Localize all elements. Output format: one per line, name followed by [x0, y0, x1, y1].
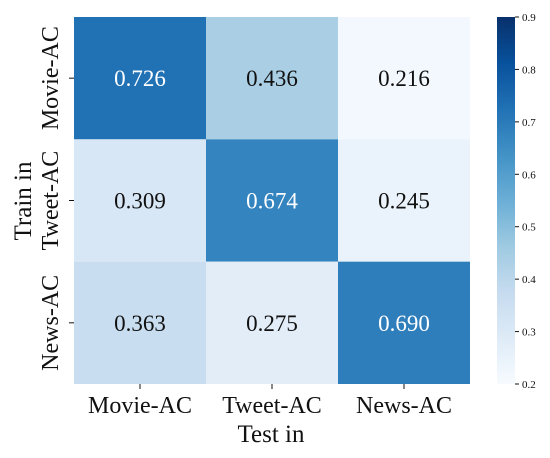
cell-value-news-ac-tweet-ac: 0.275	[246, 311, 298, 336]
heatmap-cell-news-ac-news-ac	[338, 261, 470, 384]
cell-value-tweet-ac-tweet-ac: 0.674	[246, 189, 298, 214]
heatmap-cell-movie-ac-tweet-ac	[206, 17, 338, 140]
colorbar-tick-label-0-7: 0.7	[522, 117, 536, 129]
colorbar-tick-label-0-4: 0.4	[522, 274, 536, 286]
colorbar-tick-label-0-2: 0.2	[522, 379, 536, 391]
x-tick-label-movie-ac: Movie-AC	[88, 393, 192, 419]
heatmap-cell-news-ac-movie-ac	[74, 261, 206, 384]
cell-value-news-ac-movie-ac: 0.363	[114, 311, 166, 336]
heatmap-cell-movie-ac-movie-ac	[74, 17, 206, 140]
y-tick-label-news-ac: News-AC	[38, 275, 64, 371]
heatmap-cell-tweet-ac-news-ac	[338, 139, 470, 262]
cell-value-movie-ac-tweet-ac: 0.436	[246, 66, 298, 91]
colorbar: 0.2 0.3 0.4 0.5 0.6 0.7 0.8 0.9	[497, 12, 536, 391]
colorbar-tick-label-0-8: 0.8	[522, 64, 536, 76]
colorbar-tick-label-0-9: 0.9	[522, 12, 536, 24]
heatmap-cell-tweet-ac-movie-ac	[74, 139, 206, 262]
heatmap-cell-movie-ac-news-ac	[338, 17, 470, 140]
cell-value-tweet-ac-news-ac: 0.245	[378, 189, 430, 214]
heatmap-cell-labels: 0.726 0.436 0.216 0.309 0.674 0.245 0.363 0.275…	[114, 66, 430, 336]
cell-value-movie-ac-movie-ac: 0.726	[114, 66, 166, 91]
heatmap-cell-news-ac-tweet-ac	[206, 261, 338, 384]
y-axis-ticks: Movie-AC Tweet-AC News-AC	[38, 26, 74, 371]
y-axis-title: Train in	[10, 161, 37, 240]
cell-value-news-ac-news-ac: 0.690	[378, 311, 430, 336]
colorbar-tick-label-0-6: 0.6	[522, 169, 536, 181]
heatmap-cell-tweet-ac-tweet-ac	[206, 139, 338, 262]
colorbar-ticks: 0.2 0.3 0.4 0.5 0.6 0.7 0.8 0.9	[515, 12, 536, 391]
heatmap-cells	[74, 17, 470, 384]
x-axis-title: Test in	[238, 421, 305, 448]
x-tick-label-tweet-ac: Tweet-AC	[222, 393, 322, 419]
x-tick-label-news-ac: News-AC	[356, 393, 452, 419]
colorbar-tick-label-0-5: 0.5	[522, 222, 536, 234]
cell-value-movie-ac-news-ac: 0.216	[378, 66, 430, 91]
x-axis-ticks: Movie-AC Tweet-AC News-AC	[88, 384, 452, 419]
colorbar-gradient	[497, 17, 515, 384]
colorbar-tick-label-0-3: 0.3	[522, 327, 536, 339]
y-tick-label-tweet-ac: Tweet-AC	[38, 151, 64, 251]
cell-value-tweet-ac-movie-ac: 0.309	[114, 189, 166, 214]
y-tick-label-movie-ac: Movie-AC	[38, 26, 64, 130]
